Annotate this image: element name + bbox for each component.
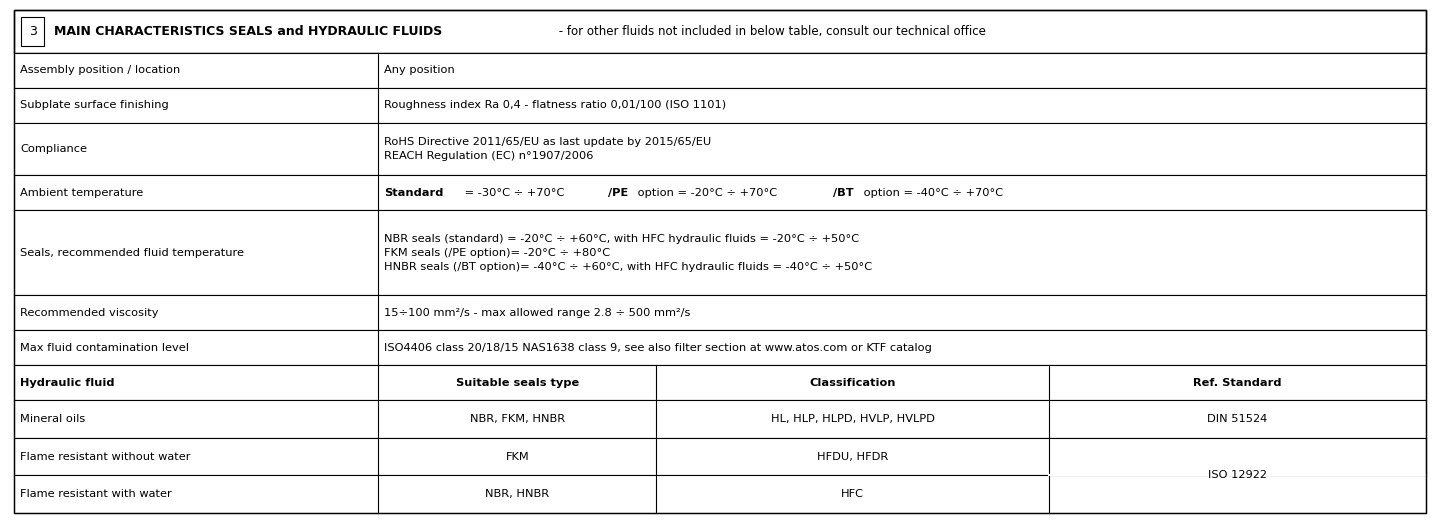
Bar (14, 87, 1426, 122)
Bar (14, 295, 1426, 331)
Bar (14, 401, 1426, 438)
Text: Compliance: Compliance (20, 144, 86, 154)
Bar (14, 366, 1426, 401)
Text: /PE: /PE (608, 188, 629, 198)
Text: Max fluid contamination level: Max fluid contamination level (20, 343, 189, 353)
Text: /BT: /BT (834, 188, 854, 198)
Bar (14, 331, 1426, 366)
Bar (14, 175, 1426, 210)
Text: Assembly position / location: Assembly position / location (20, 65, 180, 75)
Text: Standard: Standard (384, 188, 444, 198)
Text: MAIN CHARACTERISTICS SEALS and HYDRAULIC FLUIDS: MAIN CHARACTERISTICS SEALS and HYDRAULIC… (55, 25, 442, 38)
Text: DIN 51524: DIN 51524 (1207, 414, 1267, 424)
Text: NBR, HNBR: NBR, HNBR (485, 489, 550, 499)
Bar (14, 10, 1426, 52)
Text: 15÷100 mm²/s - max allowed range 2.8 ÷ 500 mm²/s: 15÷100 mm²/s - max allowed range 2.8 ÷ 5… (384, 308, 691, 318)
Text: Ambient temperature: Ambient temperature (20, 188, 143, 198)
Text: option = -40°C ÷ +70°C: option = -40°C ÷ +70°C (860, 188, 1002, 198)
Text: Seals, recommended fluid temperature: Seals, recommended fluid temperature (20, 248, 243, 258)
Text: FKM: FKM (505, 452, 530, 462)
Text: Recommended viscosity: Recommended viscosity (20, 308, 158, 318)
Text: Suitable seals type: Suitable seals type (455, 378, 579, 388)
Text: Flame resistant without water: Flame resistant without water (20, 452, 190, 462)
Text: HL, HLP, HLPD, HVLP, HVLPD: HL, HLP, HLPD, HVLP, HVLPD (770, 414, 935, 424)
Text: - for other fluids not included in below table, consult our technical office: - for other fluids not included in below… (554, 25, 986, 38)
Text: HFDU, HFDR: HFDU, HFDR (816, 452, 888, 462)
Bar (22, 17, 45, 46)
Bar (14, 438, 1426, 475)
Text: option = -20°C ÷ +70°C: option = -20°C ÷ +70°C (635, 188, 789, 198)
Text: RoHS Directive 2011/65/EU as last update by 2015/65/EU
REACH Regulation (EC) n°1: RoHS Directive 2011/65/EU as last update… (384, 137, 711, 161)
Text: Hydraulic fluid: Hydraulic fluid (20, 378, 115, 388)
Text: 3: 3 (29, 25, 36, 38)
Bar (14, 122, 1426, 175)
Text: = -30°C ÷ +70°C: = -30°C ÷ +70°C (461, 188, 575, 198)
Text: Classification: Classification (809, 378, 896, 388)
Text: NBR seals (standard) = -20°C ÷ +60°C, with HFC hydraulic fluids = -20°C ÷ +50°C
: NBR seals (standard) = -20°C ÷ +60°C, wi… (384, 234, 873, 272)
Text: Roughness index Ra 0,4 - flatness ratio 0,01/100 (ISO 1101): Roughness index Ra 0,4 - flatness ratio … (384, 100, 726, 110)
Bar (14, 475, 1426, 513)
Text: Ref. Standard: Ref. Standard (1194, 378, 1282, 388)
Bar (14, 52, 1426, 87)
Text: HFC: HFC (841, 489, 864, 499)
Text: Flame resistant with water: Flame resistant with water (20, 489, 171, 499)
Text: ISO 12922: ISO 12922 (1208, 471, 1267, 481)
Text: Mineral oils: Mineral oils (20, 414, 85, 424)
Text: Subplate surface finishing: Subplate surface finishing (20, 100, 168, 110)
Bar (14, 210, 1426, 295)
Text: NBR, FKM, HNBR: NBR, FKM, HNBR (469, 414, 564, 424)
Text: ISO4406 class 20/18/15 NAS1638 class 9, see also filter section at www.atos.com : ISO4406 class 20/18/15 NAS1638 class 9, … (384, 343, 932, 353)
Text: Any position: Any position (384, 65, 455, 75)
